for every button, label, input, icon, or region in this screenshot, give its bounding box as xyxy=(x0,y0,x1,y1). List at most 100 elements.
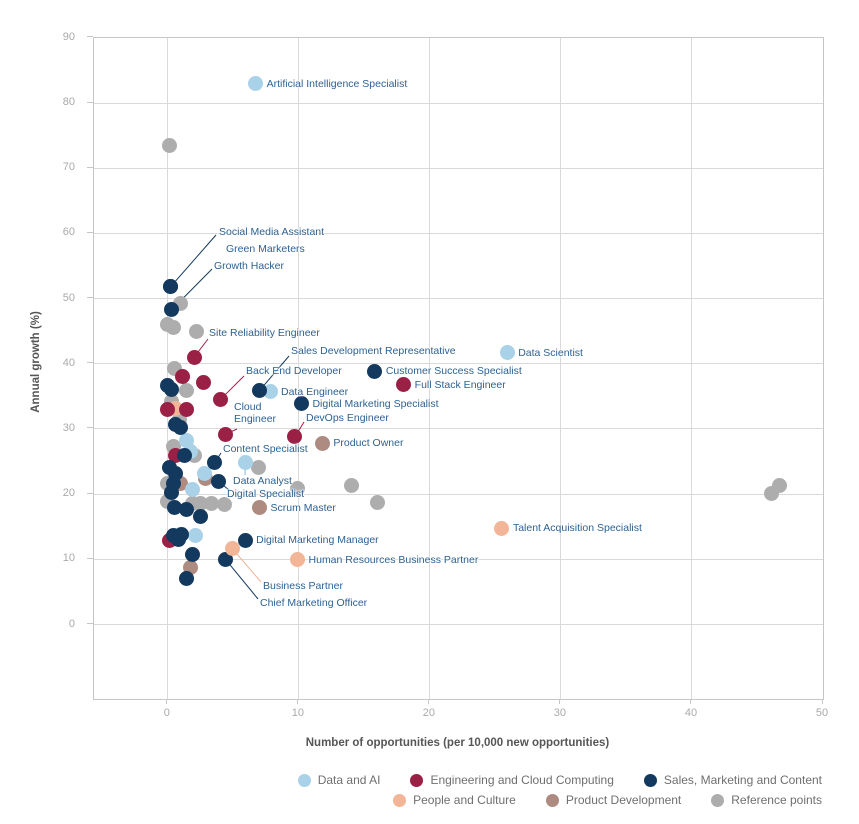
point-label-green-marketers: Green Marketers xyxy=(226,242,305,255)
scatter-point-engineering[interactable] xyxy=(195,375,211,391)
scatter-point-data-ai[interactable] xyxy=(185,482,201,498)
scatter-point-data-ai[interactable] xyxy=(187,528,203,544)
scatter-point-scrum-master[interactable] xyxy=(252,500,268,516)
scatter-point-human-resources-business-partner[interactable] xyxy=(290,552,306,568)
scatter-point-business-partner[interactable] xyxy=(224,540,240,556)
scatter-point-digital-marketing-manager[interactable] xyxy=(237,532,253,548)
scatter-point-data-scientist[interactable] xyxy=(499,345,515,361)
point-label-devops-engineer: DevOps Engineer xyxy=(306,411,389,424)
point-label-full-stack-engineer: Full Stack Engineer xyxy=(414,378,506,391)
scatter-point-reference[interactable] xyxy=(216,497,232,513)
gridline-horizontal xyxy=(94,167,823,169)
scatter-point-devops-engineer[interactable] xyxy=(287,429,303,445)
x-tick-label: 10 xyxy=(291,707,304,719)
scatter-point-back-end-developer[interactable] xyxy=(212,392,228,408)
point-label-sales-development-representative: Sales Development Representative xyxy=(291,344,456,357)
legend-swatch-engineering xyxy=(410,773,424,787)
x-tick-mark xyxy=(428,699,430,704)
scatter-point-sales[interactable] xyxy=(185,547,201,563)
point-label-data-analyst: Data Analyst xyxy=(233,474,292,487)
legend-swatch-product xyxy=(545,793,559,807)
scatter-point-growth-hacker[interactable] xyxy=(164,302,180,318)
scatter-point-sales[interactable] xyxy=(164,382,180,398)
gridline-horizontal xyxy=(94,493,823,495)
x-tick-label: 50 xyxy=(815,707,829,719)
x-tick-label: 40 xyxy=(684,707,698,719)
scatter-point-data-ai[interactable] xyxy=(196,465,212,481)
plot-area: Artificial Intelligence Specialist Data S… xyxy=(93,37,824,700)
legend-item-reference[interactable]: Reference points xyxy=(711,793,822,807)
scatter-point-reference[interactable] xyxy=(165,319,181,335)
scatter-point-sales[interactable] xyxy=(177,447,193,463)
scatter-point-digital-marketing-specialist[interactable] xyxy=(293,396,309,412)
scatter-point-product-owner[interactable] xyxy=(314,435,330,451)
y-tick-label: 70 xyxy=(62,161,75,174)
legend-row-2: People and Culture Product Development Ref… xyxy=(393,793,822,807)
scatter-point-data-analyst[interactable] xyxy=(237,454,253,470)
point-label-chief-marketing-officer: Chief Marketing Officer xyxy=(260,596,368,609)
x-tick-mark xyxy=(821,699,823,704)
y-tick-mark xyxy=(87,36,93,38)
scatter-point-reference[interactable] xyxy=(178,383,194,399)
y-tick-mark xyxy=(87,492,93,494)
scatter-point-reference[interactable] xyxy=(189,324,205,340)
gridline-horizontal xyxy=(94,102,823,104)
y-tick-mark xyxy=(87,427,93,429)
legend-item-engineering[interactable]: Engineering and Cloud Computing xyxy=(410,773,614,787)
scatter-point-artificial-intelligence-specialist[interactable] xyxy=(248,76,264,92)
x-tick-mark xyxy=(559,699,561,704)
legend-swatch-sales xyxy=(643,773,657,787)
point-label-customer-success-specialist: Customer Success Specialist xyxy=(385,364,522,377)
point-label-cloud-engineer: Cloud Engineer xyxy=(234,401,277,426)
scatter-point-engineering[interactable] xyxy=(174,369,190,385)
legend-item-product[interactable]: Product Development xyxy=(545,793,681,807)
scatter-point-sales[interactable] xyxy=(193,508,209,524)
scatter-point-sales[interactable] xyxy=(173,420,189,436)
scatter-point-full-stack-engineer[interactable] xyxy=(396,377,412,393)
legend-item-label: Sales, Marketing and Content xyxy=(663,773,822,787)
scatter-point-reference[interactable] xyxy=(161,138,177,154)
gridline-horizontal xyxy=(94,363,823,365)
legend-item-sales[interactable]: Sales, Marketing and Content xyxy=(643,773,822,787)
leader-line-social-media-assistant xyxy=(170,234,217,288)
scatter-point-engineering[interactable] xyxy=(178,401,194,417)
scatter-point-green-marketers[interactable] xyxy=(162,279,178,295)
point-label-site-reliability-engineer: Site Reliability Engineer xyxy=(209,326,320,339)
y-tick-mark xyxy=(87,297,93,299)
scatter-point-sales[interactable] xyxy=(163,485,179,501)
legend-swatch-reference xyxy=(711,793,725,807)
legend-item-data-ai[interactable]: Data and AI xyxy=(297,773,380,787)
scatter-point-sales[interactable] xyxy=(178,502,194,518)
x-axis-title: Number of opportunities (per 10,000 new … xyxy=(305,737,610,749)
scatter-point-sales[interactable] xyxy=(166,500,182,516)
scatter-point-reference[interactable] xyxy=(369,495,385,511)
point-label-digital-marketing-manager: Digital Marketing Manager xyxy=(256,534,379,547)
scatter-point-reference[interactable] xyxy=(772,477,788,493)
leader-line-chief-marketing-officer xyxy=(225,559,259,600)
point-label-human-resources-business-partner: Human Resources Business Partner xyxy=(308,553,479,566)
scatter-point-cloud-engineer[interactable] xyxy=(217,426,233,442)
scatter-point-sales[interactable] xyxy=(178,571,194,587)
legend-item-people[interactable]: People and Culture xyxy=(393,793,516,807)
scatter-point-digital-specialist[interactable] xyxy=(211,474,227,490)
point-label-data-engineer: Data Engineer xyxy=(281,385,349,398)
scatter-point-reference[interactable] xyxy=(250,459,266,475)
scatter-point-sales[interactable] xyxy=(170,532,186,548)
y-tick-label: 10 xyxy=(62,552,75,565)
scatter-point-reference[interactable] xyxy=(203,495,219,511)
scatter-point-reference[interactable] xyxy=(343,478,359,494)
y-tick-label: 20 xyxy=(62,487,75,500)
scatter-point-content-specialist[interactable] xyxy=(207,454,223,470)
scatter-point-talent-acquisition-specialist[interactable] xyxy=(494,520,510,536)
scatter-point-sales-development-representative[interactable] xyxy=(252,383,268,399)
scatter-point-engineering[interactable] xyxy=(160,401,176,417)
scatter-point-product[interactable] xyxy=(182,559,198,575)
scatter-point-site-reliability-engineer[interactable] xyxy=(186,349,202,365)
gridline-horizontal xyxy=(94,232,823,234)
y-tick-label: 60 xyxy=(62,226,75,239)
scatter-point-customer-success-specialist[interactable] xyxy=(367,363,383,379)
y-tick-label: 90 xyxy=(62,30,75,43)
scatter-point-reference[interactable] xyxy=(290,480,306,496)
gridline-horizontal xyxy=(94,428,823,430)
